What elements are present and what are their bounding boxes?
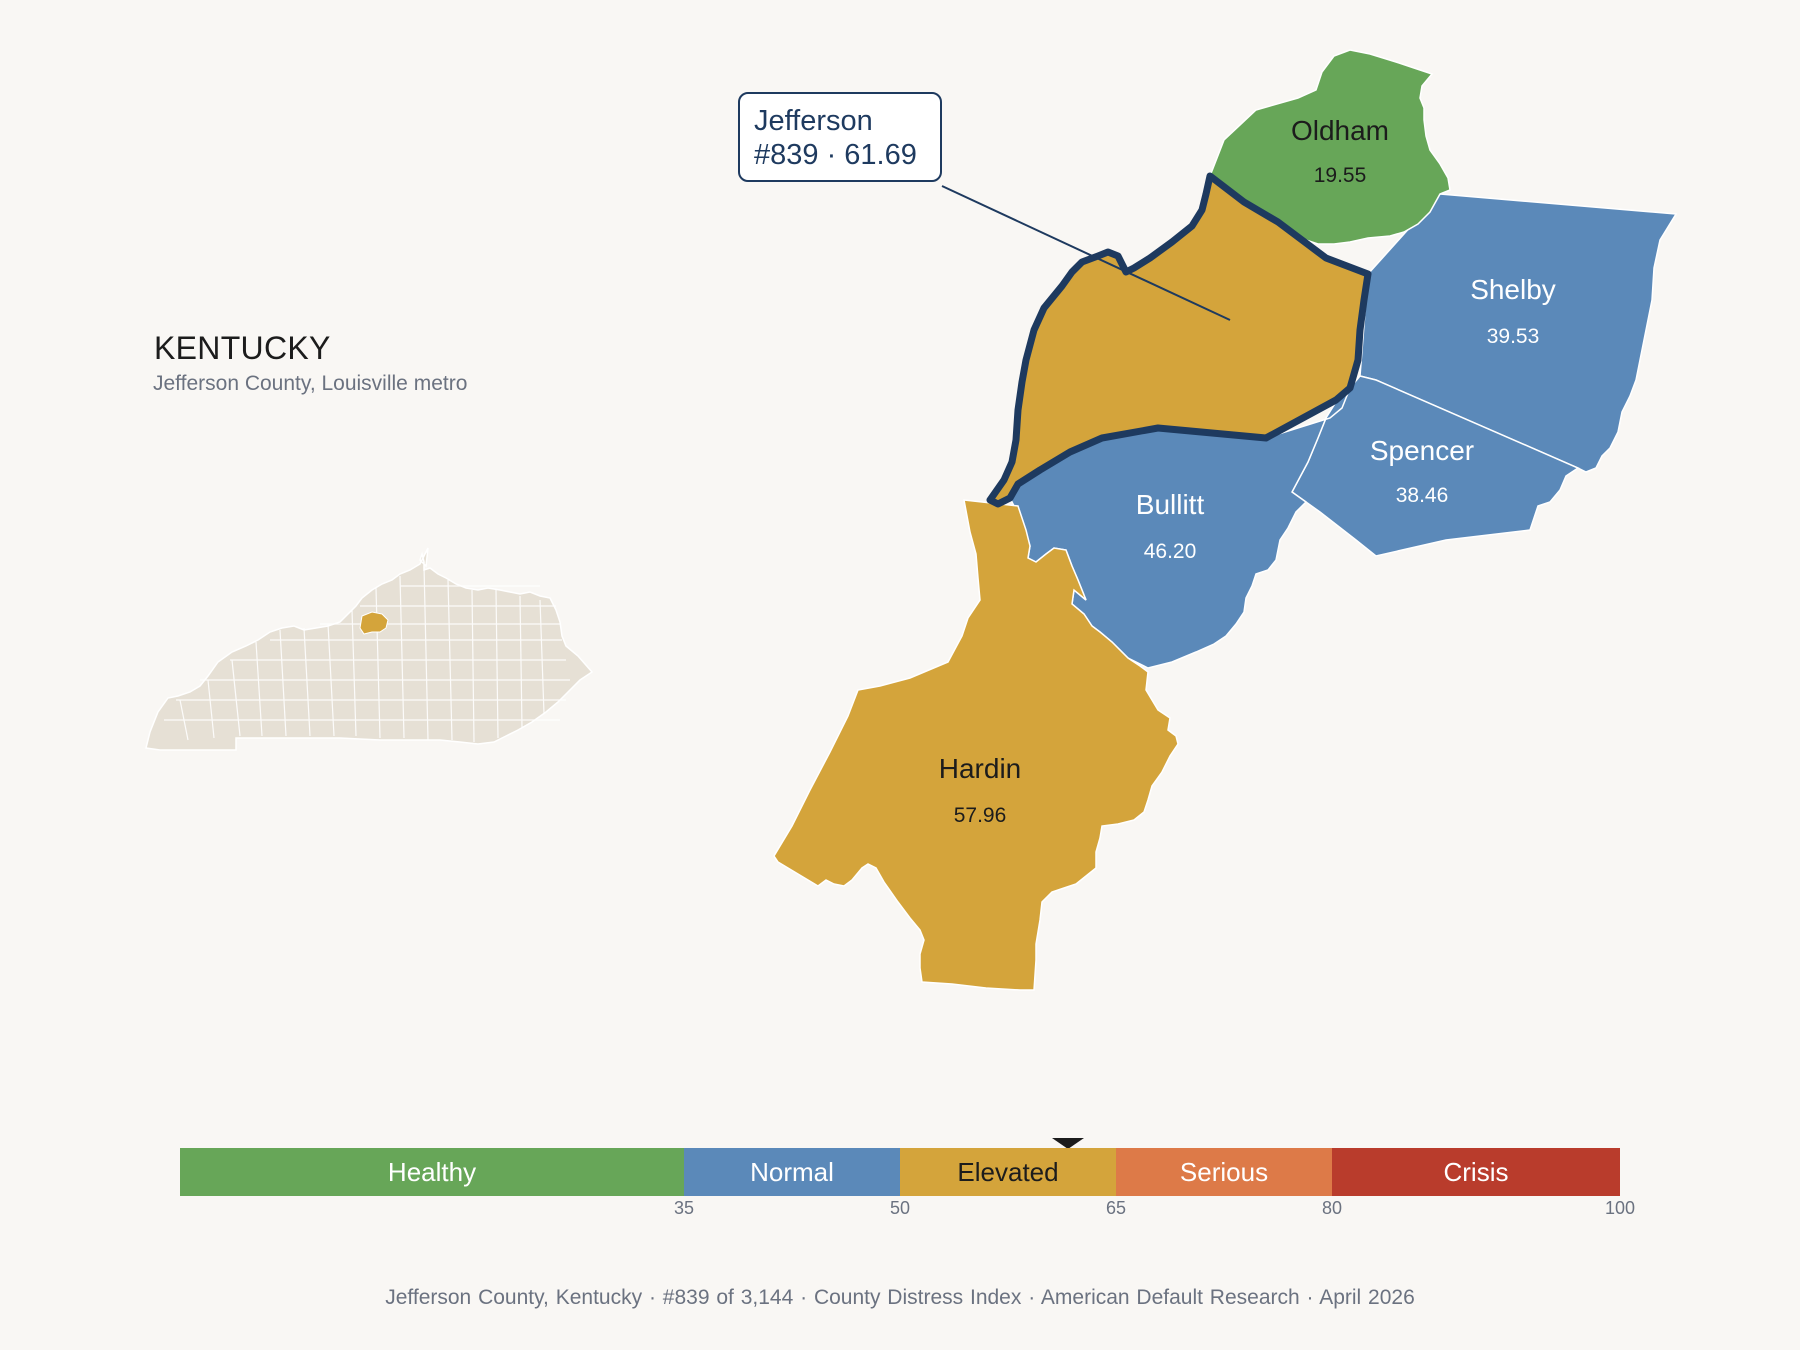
distress-scale-bar: Healthy Normal Elevated Serious Crisis <box>180 1148 1620 1196</box>
county-score-bullitt: 46.20 <box>1144 540 1197 563</box>
footer-credits: Jefferson County, Kentucky · #839 of 3,1… <box>0 1286 1800 1310</box>
state-subtitle: Jefferson County, Louisville metro <box>153 372 468 395</box>
county-name-shelby: Shelby <box>1470 274 1556 305</box>
scale-segment-elevated: Elevated <box>900 1148 1116 1196</box>
footer-rank: #839 of 3,144 <box>662 1286 794 1309</box>
scale-tick-100: 100 <box>1604 1198 1636 1218</box>
county-name-oldham: Oldham <box>1291 115 1389 146</box>
scale-segment-serious: Serious <box>1116 1148 1332 1196</box>
scale-tick-50: 50 <box>889 1198 911 1218</box>
kentucky-county-lines <box>164 565 570 743</box>
county-score-shelby: 39.53 <box>1487 325 1540 348</box>
county-shape-hardin[interactable] <box>773 499 1179 991</box>
scale-tick-65: 65 <box>1105 1198 1127 1218</box>
scale-marker <box>1052 1138 1085 1149</box>
county-shape-shelby[interactable] <box>1359 193 1678 473</box>
kentucky-locator-map <box>145 547 594 751</box>
county-name-bullitt: Bullitt <box>1136 489 1205 520</box>
county-score-oldham: 19.55 <box>1314 164 1367 187</box>
scale-segment-crisis: Crisis <box>1332 1148 1620 1196</box>
callout-county-name: Jefferson <box>754 105 873 137</box>
footer-separator: · <box>800 1286 808 1309</box>
footer-separator: · <box>648 1286 656 1309</box>
scale-segment-normal: Normal <box>684 1148 900 1196</box>
county-detail-map <box>773 49 1678 991</box>
county-name-spencer: Spencer <box>1370 435 1474 466</box>
scale-tick-35: 35 <box>673 1198 695 1218</box>
scale-tick-80: 80 <box>1321 1198 1343 1218</box>
footer-publisher: American Default Research <box>1040 1286 1300 1309</box>
county-labels: Oldham 19.55 Shelby 39.53 Spencer 38.46 … <box>939 115 1556 827</box>
footer-county: Jefferson County, Kentucky <box>385 1286 643 1309</box>
footer-date: April 2026 <box>1319 1286 1415 1309</box>
scale-segment-healthy: Healthy <box>180 1148 684 1196</box>
county-score-spencer: 38.46 <box>1396 484 1449 507</box>
county-score-hardin: 57.96 <box>954 804 1007 827</box>
footer-separator: · <box>1306 1286 1314 1309</box>
footer-separator: · <box>1028 1286 1036 1309</box>
county-callout: Jefferson #839 · 61.69 <box>738 92 942 182</box>
jefferson-locator-highlight <box>359 611 389 635</box>
callout-leader-line <box>941 185 1231 321</box>
county-name-hardin: Hardin <box>939 753 1021 784</box>
callout-rank-score: #839 · 61.69 <box>754 139 917 171</box>
footer-index: County Distress Index <box>813 1286 1022 1309</box>
state-title: KENTUCKY <box>154 330 331 366</box>
